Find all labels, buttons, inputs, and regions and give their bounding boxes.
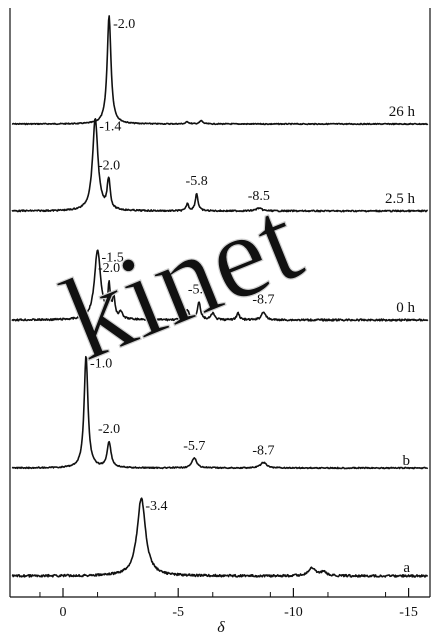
series-names: 26 h 2.5 h 0 h b a [385,104,416,576]
spectra-traces [11,15,429,578]
spectrum-name-label: 26 h [389,104,416,120]
spectrum-trace [11,15,429,126]
peak-value-label: -5.7 [183,439,205,454]
spectrum-trace [11,497,429,578]
spectrum-trace [11,355,429,470]
spectrum-trace [11,118,428,213]
plot-frame [9,8,431,598]
spectrum-name-label: 2.5 h [385,191,416,207]
peak-value-label: -2.0 [98,261,120,276]
peak-value-label: -8.7 [252,443,274,458]
watermark-text: kinet [45,172,319,386]
watermark-label: kinet [45,173,317,386]
spectrum-name-label: b [403,453,411,469]
peak-value-label: -8.5 [248,189,270,204]
x-tick-label: -10 [284,605,303,620]
peak-labels: -2.0-1.4-2.0-5.8-8.5-1.5-2.0-5.9-8.7-1.0… [90,17,274,514]
spectrum-name-label: a [403,560,410,576]
x-tick-label: 0 [60,605,67,620]
x-axis-tick-labels: 0 -5 -10 -15 [60,605,418,620]
peak-value-label: -1.4 [99,120,121,135]
spectrum-name-label: 0 h [396,300,415,316]
x-tick-label: -5 [172,605,184,620]
x-tick-label: -15 [399,605,418,620]
peak-value-label: -1.5 [102,250,124,265]
peak-value-label: -8.7 [252,293,274,308]
peak-value-label: -3.4 [145,499,167,514]
x-axis-ticks [39,588,410,597]
x-axis-title: δ [217,619,225,636]
spectrum-trace [11,249,429,322]
peak-value-label: -2.0 [113,17,135,32]
peak-value-label: -1.0 [90,357,112,372]
peak-value-label: -5.9 [188,282,210,297]
peak-value-label: -2.0 [98,422,120,437]
peak-value-label: -2.0 [98,159,120,174]
peak-value-label: -5.8 [186,174,208,189]
